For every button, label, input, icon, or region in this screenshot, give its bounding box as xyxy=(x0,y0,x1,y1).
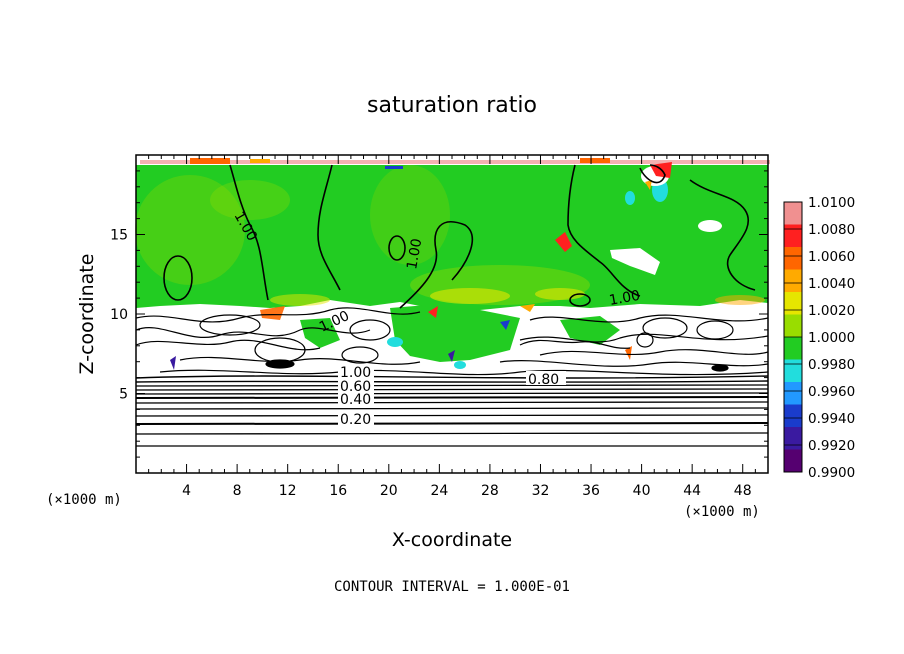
x-tick-label: 4 xyxy=(182,483,191,499)
x-tick-label: 44 xyxy=(683,483,701,499)
colorbar-swatch xyxy=(784,404,802,428)
colorbar-swatch xyxy=(784,382,802,405)
colorbar-label: 0.9920 xyxy=(808,438,855,454)
y-tick-label: 10 xyxy=(110,307,128,323)
y-tick-label: 15 xyxy=(110,228,128,244)
chart-title: saturation ratio xyxy=(367,93,537,118)
colorbar-label: 1.0080 xyxy=(808,222,855,238)
x-tick-label: 20 xyxy=(380,483,398,499)
field-patch xyxy=(370,165,450,265)
y-axis-label: Z-coordinate xyxy=(76,254,98,375)
colorbar-label: 0.9980 xyxy=(808,357,855,373)
colorbar-label: 1.0020 xyxy=(808,303,855,319)
contour-label: 1.00 xyxy=(608,288,641,309)
colorbar-label: 1.0040 xyxy=(808,276,855,292)
field-patch xyxy=(210,180,290,220)
contour-lines xyxy=(163,164,756,309)
y-tick-label: 5 xyxy=(119,387,128,403)
colorbar-swatch xyxy=(784,337,802,360)
plot-area: 1.00 1.00 1.00 1.00 1.00 0.80 0.60 0.40 … xyxy=(135,154,770,474)
colorbar-label: 0.9940 xyxy=(808,411,855,427)
x-tick-label: 40 xyxy=(633,483,651,499)
contour-lines-stratified xyxy=(135,375,769,447)
x-tick-label: 32 xyxy=(532,483,550,499)
contour-label: 1.00 xyxy=(404,237,425,270)
colorbar-swatch xyxy=(784,269,802,293)
colorbar-swatch xyxy=(784,427,802,450)
x-tick-label: 36 xyxy=(582,483,600,499)
contour-label: 1.00 xyxy=(340,365,371,381)
colorbar-swatch xyxy=(784,314,802,338)
saturation-field-mid xyxy=(390,304,520,362)
colorbar: 1.0100 1.0080 1.0060 1.0040 1.0020 1.0000 0.99… xyxy=(783,195,855,481)
colorbar-swatch xyxy=(784,202,802,225)
field-patch xyxy=(135,175,245,285)
x-axis-label: X-coordinate xyxy=(392,529,512,551)
contour-interval-note: CONTOUR INTERVAL = 1.000E-01 xyxy=(334,579,570,595)
contour-label-group xyxy=(338,365,566,426)
contour-label: 0.60 xyxy=(340,379,371,395)
colorbar-label: 1.0060 xyxy=(808,249,855,265)
x-unit-label-right: (×1000 m) xyxy=(684,504,760,520)
contour-label: 0.20 xyxy=(340,412,371,428)
x-axis-ticks: 4 8 12 16 20 24 28 32 36 40 44 48 xyxy=(135,155,769,499)
x-tick-label: 16 xyxy=(329,483,347,499)
x-tick-label: 8 xyxy=(233,483,242,499)
y-axis-ticks: 5 10 15 xyxy=(110,154,768,474)
x-tick-label: 28 xyxy=(481,483,499,499)
colorbar-label: 1.0000 xyxy=(808,330,855,346)
colorbar-swatch xyxy=(784,247,802,270)
contour-label: 0.80 xyxy=(528,372,559,388)
colorbar-label: 1.0100 xyxy=(808,195,855,211)
x-tick-label: 24 xyxy=(430,483,448,499)
colorbar-swatch xyxy=(784,224,802,248)
contour-label: 0.40 xyxy=(340,392,371,408)
x-tick-label: 12 xyxy=(279,483,297,499)
x-unit-label-left: (×1000 m) xyxy=(46,492,122,508)
colorbar-swatch xyxy=(784,292,802,315)
x-tick-label: 48 xyxy=(734,483,752,499)
colorbar-swatch xyxy=(784,449,802,473)
colorbar-label: 0.9900 xyxy=(808,465,855,481)
contour-lines-mixed xyxy=(135,307,769,376)
colorbar-swatch xyxy=(784,359,802,383)
colorbar-label: 0.9960 xyxy=(808,384,855,400)
saturation-field-upper xyxy=(136,165,768,312)
